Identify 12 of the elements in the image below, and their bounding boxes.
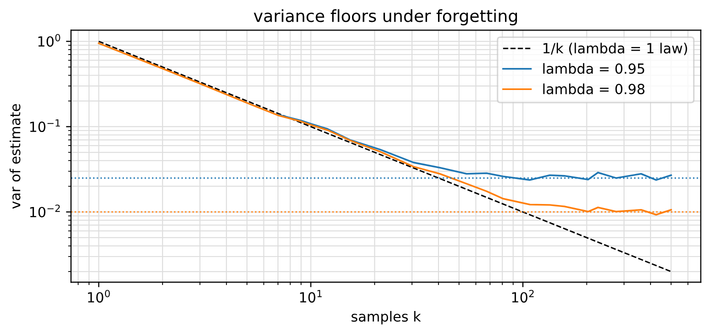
legend-label: lambda = 0.98 bbox=[543, 84, 644, 94]
x-axis-title: samples k bbox=[352, 310, 421, 324]
y-tick-label: 10$^{−1}$ bbox=[30, 119, 60, 132]
chart-title: variance floors under forgetting bbox=[254, 9, 517, 26]
x-tick-label: 10$^{2}$ bbox=[512, 290, 534, 303]
y-axis-title: var of estimate bbox=[10, 104, 20, 209]
y-tick-label: 10$^{0}$ bbox=[38, 34, 60, 47]
y-tick-label: 10$^{−2}$ bbox=[30, 204, 60, 218]
x-tick-label: 10$^{0}$ bbox=[88, 290, 110, 303]
x-tick-label: 10$^{1}$ bbox=[300, 290, 322, 303]
legend-label: 1/k (lambda = 1 law) bbox=[543, 42, 688, 56]
legend-label: lambda = 0.95 bbox=[543, 63, 644, 74]
